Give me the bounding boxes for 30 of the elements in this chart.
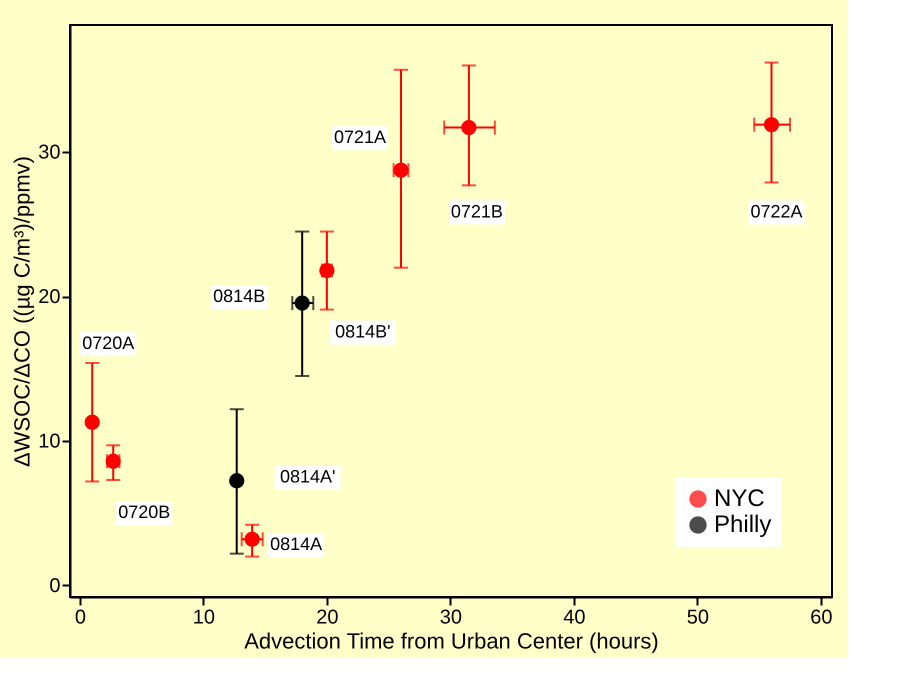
x-tick-label: 20 — [316, 606, 339, 628]
y-tick-label: 10 — [38, 430, 60, 452]
point — [229, 473, 244, 488]
annotation: 0814B' — [335, 322, 391, 342]
point — [244, 532, 260, 547]
x-tick-label: 0 — [74, 606, 86, 628]
x-tick-label: 50 — [686, 606, 710, 628]
x-tick-label: 30 — [440, 606, 462, 628]
point — [84, 414, 100, 430]
annotation: 0814B — [213, 286, 266, 306]
annotation: 0722A — [750, 201, 803, 222]
x-tick-label: 40 — [563, 606, 586, 628]
annotation: 0720B — [118, 502, 170, 522]
annotation: 0720A — [82, 333, 134, 353]
y-tick-label: 20 — [38, 286, 60, 308]
point — [764, 117, 780, 132]
point — [294, 295, 310, 311]
y-tick-label: 30 — [38, 142, 60, 164]
annotation: 0721B — [450, 201, 503, 222]
y-tick-label: 0 — [49, 574, 60, 597]
y-axis-title: ΔWSOC/ΔCO ((µg C/m³)/ppmv) — [9, 156, 34, 467]
legend-label: NYC — [714, 485, 765, 512]
annotation: 0814A — [270, 534, 322, 554]
x-axis-title: Advection Time from Urban Center (hours) — [244, 628, 659, 654]
x-tick-label: 60 — [810, 606, 833, 628]
x-tick-label: 10 — [192, 606, 216, 628]
point — [461, 120, 476, 136]
annotation: 0814A' — [280, 466, 336, 487]
annotation: 0721A — [334, 127, 386, 148]
legend-label: Philly — [714, 511, 772, 538]
